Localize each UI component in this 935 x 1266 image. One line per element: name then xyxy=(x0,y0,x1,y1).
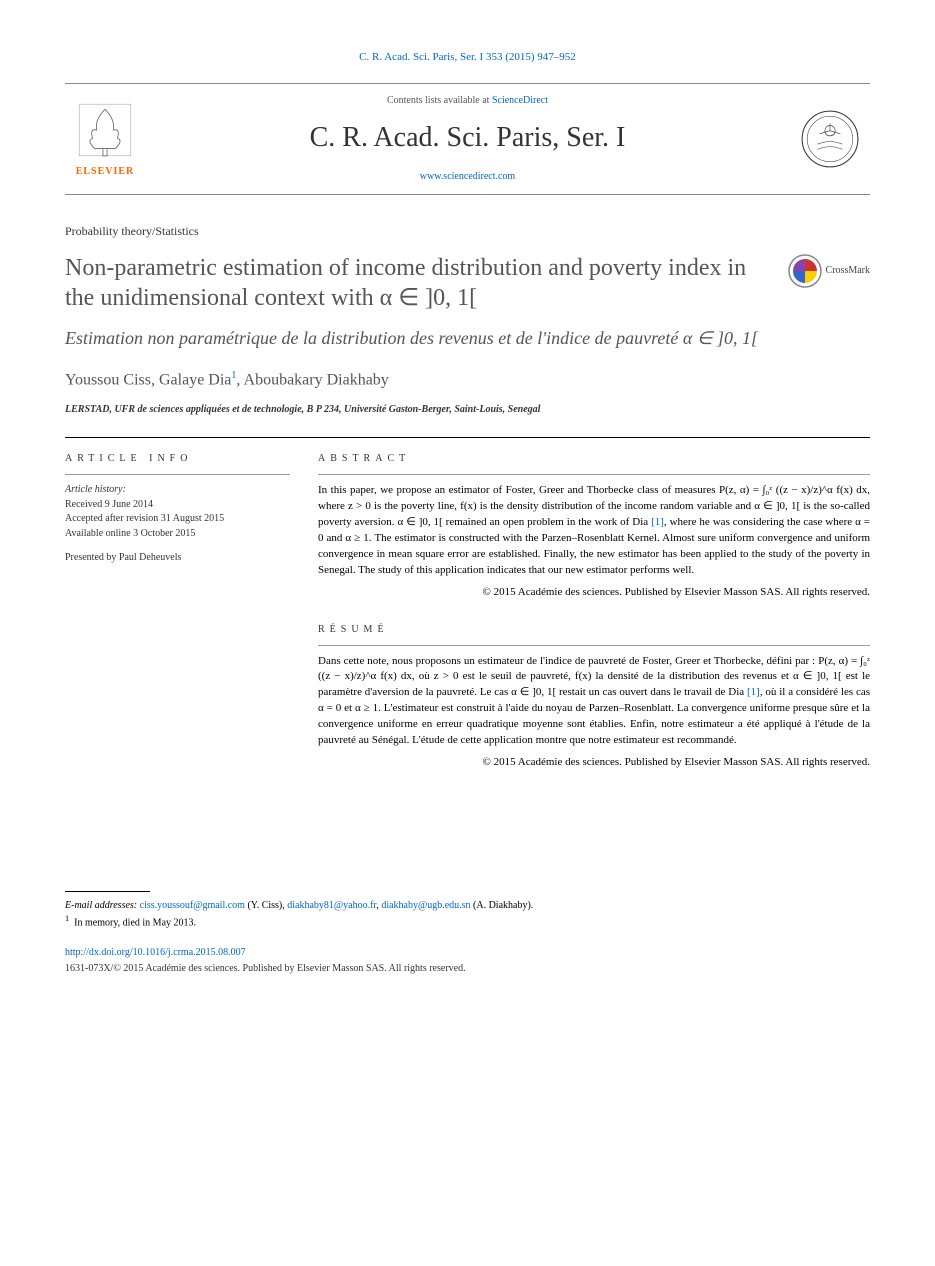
presented-by: Presented by Paul Deheuvels xyxy=(65,551,290,566)
crossmark-badge[interactable]: CrossMark xyxy=(787,253,870,289)
received-date: Received 9 June 2014 xyxy=(65,498,290,513)
info-rule xyxy=(65,474,290,475)
academie-logo xyxy=(790,108,870,170)
journal-url-link[interactable]: www.sciencedirect.com xyxy=(420,171,515,182)
author-1: Youssou Ciss xyxy=(65,371,151,388)
copyright-fr: © 2015 Académie des sciences. Published … xyxy=(318,755,870,770)
online-date: Available online 3 October 2015 xyxy=(65,527,290,542)
author-2: Galaye Dia xyxy=(159,371,231,388)
author-3: Aboubakary Diakhaby xyxy=(244,371,389,388)
email-3[interactable]: diakhaby@ugb.edu.sn xyxy=(381,900,470,911)
citation-header: C. R. Acad. Sci. Paris, Ser. I 353 (2015… xyxy=(65,50,870,65)
abs-en-a: In this paper, we propose an estimator o… xyxy=(318,484,719,496)
crossmark-label: CrossMark xyxy=(826,264,870,278)
email-2[interactable]: diakhaby81@yahoo.fr xyxy=(287,900,376,911)
crossmark-icon xyxy=(787,253,823,289)
seal-icon xyxy=(799,108,861,170)
divider-rule xyxy=(65,437,870,438)
article-title-fr: Estimation non paramétrique de la distri… xyxy=(65,327,767,350)
footnotes: E-mail addresses: ciss.youssouf@gmail.co… xyxy=(65,898,870,930)
copyright-en: © 2015 Académie des sciences. Published … xyxy=(318,585,870,600)
masthead: ELSEVIER Contents lists available at Sci… xyxy=(65,83,870,194)
abs-fr-ref[interactable]: [1] xyxy=(747,686,760,698)
article-info-heading: article info xyxy=(65,452,290,466)
resume-heading: résumé xyxy=(318,623,870,637)
contents-line: Contents lists available at ScienceDirec… xyxy=(145,94,790,108)
issn-line: 1631-073X/© 2015 Académie des sciences. … xyxy=(65,962,870,976)
footnote-1-marker: 1 xyxy=(65,914,69,923)
email-label: E-mail addresses: xyxy=(65,900,137,911)
abs-en-formula: P(z, α) = ∫₀ᶻ ((z − x)/z)^α f(x) dx xyxy=(719,484,867,496)
doi-link[interactable]: http://dx.doi.org/10.1016/j.crma.2015.08… xyxy=(65,947,246,958)
abs-fr-a: Dans cette note, nous proposons un estim… xyxy=(318,655,818,667)
sciencedirect-link[interactable]: ScienceDirect xyxy=(492,95,548,106)
article-title-en: Non-parametric estimation of income dist… xyxy=(65,253,767,313)
footnote-rule xyxy=(65,891,150,892)
abs-en-ref[interactable]: [1] xyxy=(651,516,664,528)
affiliation: LERSTAD, UFR de sciences appliquées et d… xyxy=(65,403,870,417)
accepted-date: Accepted after revision 31 August 2015 xyxy=(65,512,290,527)
section-label: Probability theory/Statistics xyxy=(65,223,870,240)
contents-prefix: Contents lists available at xyxy=(387,95,492,106)
doi-line: http://dx.doi.org/10.1016/j.crma.2015.08… xyxy=(65,946,870,960)
journal-url: www.sciencedirect.com xyxy=(145,170,790,184)
abstract-en: In this paper, we propose an estimator o… xyxy=(318,483,870,579)
email-1[interactable]: ciss.youssouf@gmail.com xyxy=(140,900,245,911)
email-1-who: (Y. Ciss), xyxy=(245,900,287,911)
footnote-1-text: In memory, died in May 2013. xyxy=(74,917,196,928)
abstract-fr: Dans cette note, nous proposons un estim… xyxy=(318,654,870,750)
history-label: Article history: xyxy=(65,483,290,498)
abstract-rule xyxy=(318,474,870,475)
tree-icon xyxy=(74,99,136,161)
author-2-sup: 1 xyxy=(231,370,236,381)
email-3-who: (A. Diakhaby). xyxy=(471,900,534,911)
abstract-heading: abstract xyxy=(318,452,870,466)
journal-name: C. R. Acad. Sci. Paris, Ser. I xyxy=(145,118,790,157)
resume-rule xyxy=(318,645,870,646)
authors: Youssou Ciss, Galaye Dia1, Aboubakary Di… xyxy=(65,369,870,392)
elsevier-logo: ELSEVIER xyxy=(65,99,145,179)
elsevier-label: ELSEVIER xyxy=(76,165,135,179)
